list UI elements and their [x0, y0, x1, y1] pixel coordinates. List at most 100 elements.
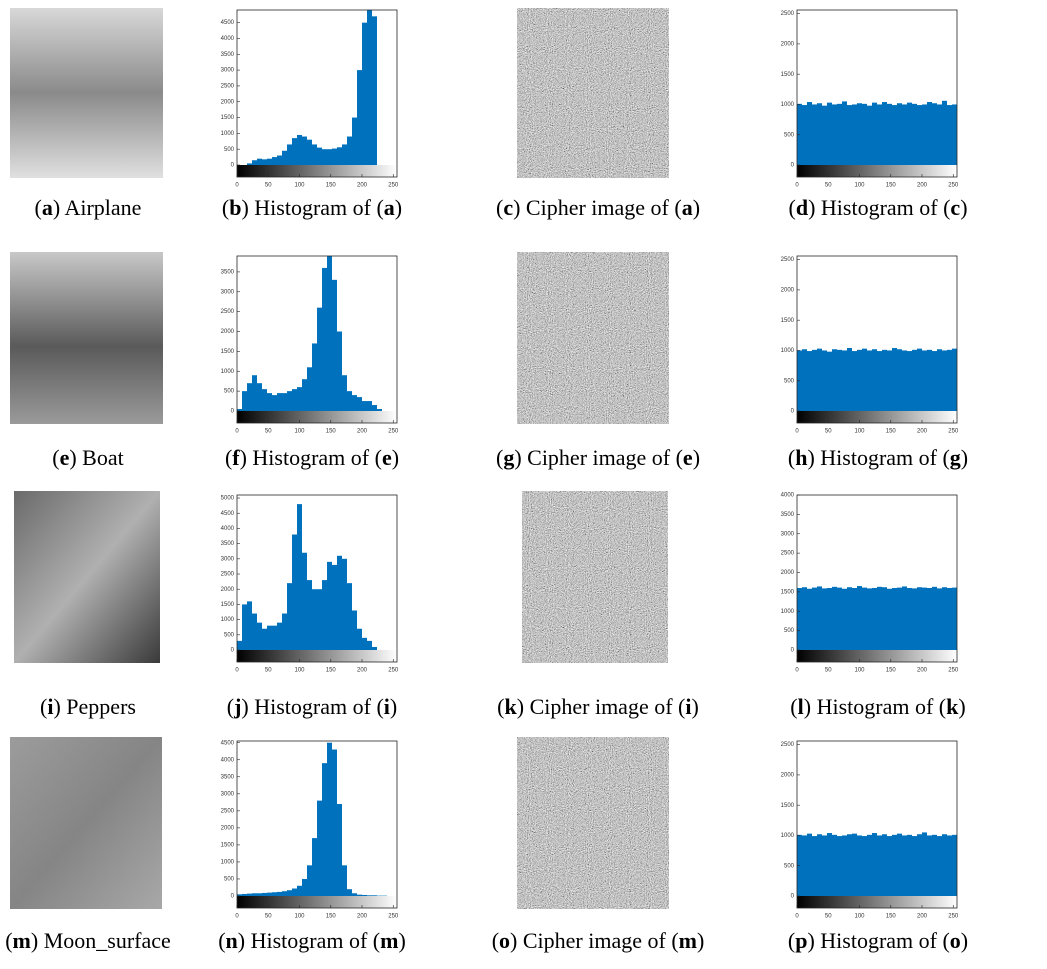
bar	[357, 70, 362, 165]
bar	[922, 587, 927, 650]
caption-part: ) Peppers	[53, 694, 135, 719]
caption-part: k	[946, 694, 959, 719]
histogram: 0 500 1000 1500 2000 2500 0 50 100 150 200 250	[781, 255, 959, 435]
y-tick-label: 0	[231, 894, 235, 900]
bar	[257, 158, 262, 165]
caption-part: h	[795, 445, 807, 470]
bar	[372, 895, 377, 896]
bar	[912, 836, 917, 896]
caption-part: k	[505, 694, 518, 719]
x-tick-label: 200	[357, 429, 368, 435]
x-tick-label: 0	[235, 183, 239, 189]
bar	[932, 351, 937, 411]
bar	[297, 387, 302, 411]
bar	[367, 895, 372, 896]
y-tick-label: 500	[784, 132, 795, 138]
caption-part: m	[380, 928, 398, 953]
bar	[282, 150, 287, 165]
bar	[902, 350, 907, 411]
bar	[262, 159, 267, 165]
caption-part: (	[492, 928, 499, 953]
axes-box	[796, 494, 958, 663]
axes-box	[236, 255, 398, 424]
bar	[857, 349, 862, 411]
bar	[882, 349, 887, 411]
x-tick-label: 250	[388, 183, 399, 189]
y-tick-label: 1500	[221, 349, 235, 355]
caption-part: i	[384, 694, 390, 719]
bar	[852, 833, 857, 896]
x-tick-label: 0	[795, 668, 799, 674]
cipher-image	[517, 737, 669, 909]
x-tick-label: 200	[357, 914, 368, 920]
caption: (c) Cipher image of (a)	[496, 195, 700, 220]
bar	[367, 401, 372, 411]
bar	[347, 136, 352, 165]
caption-part: ) Cipher image of (	[517, 694, 686, 719]
y-tick-label: 4000	[781, 493, 795, 499]
caption-part: ) Histogram of (	[241, 195, 383, 220]
bar	[867, 834, 872, 896]
bar	[812, 836, 817, 896]
caption: (d) Histogram of (c)	[788, 195, 967, 220]
x-tick-label: 250	[948, 914, 959, 920]
caption: (o) Cipher image of (m)	[492, 928, 705, 953]
histogram: 0 500 1000 1500 2000 2500 3000 3500 4000 4500 0 50 1…	[221, 9, 399, 189]
bar	[952, 348, 957, 411]
caption-part: i	[685, 694, 691, 719]
caption-part: )	[693, 445, 700, 470]
y-tick-label: 500	[224, 147, 235, 153]
caption-part: (	[496, 445, 503, 470]
colorbar	[797, 650, 957, 662]
bar	[862, 348, 867, 411]
bar	[802, 349, 807, 411]
bar	[357, 628, 362, 650]
y-tick-label: 3000	[221, 289, 235, 295]
cipher-image	[522, 491, 668, 663]
bar	[932, 834, 937, 896]
bar	[332, 749, 337, 896]
histogram: 0 500 1000 1500 2000 2500 0 50 100 150 200 250	[781, 9, 959, 189]
bar	[262, 892, 267, 896]
bar	[952, 834, 957, 896]
x-tick-label: 100	[854, 914, 865, 920]
caption-part: m	[13, 928, 31, 953]
caption-part: )	[960, 195, 967, 220]
bar	[902, 835, 907, 896]
y-tick-label: 3500	[221, 774, 235, 780]
bar	[842, 588, 847, 650]
bar	[362, 637, 367, 650]
x-tick-label: 100	[294, 668, 305, 674]
bar	[817, 103, 822, 165]
x-tick-label: 200	[357, 183, 368, 189]
bar	[892, 588, 897, 650]
bar	[817, 586, 822, 650]
y-tick-label: 0	[791, 409, 795, 415]
bar	[347, 583, 352, 650]
bar	[292, 138, 297, 165]
x-tick-label: 150	[326, 914, 337, 920]
bar	[807, 588, 812, 650]
x-tick-label: 200	[917, 429, 928, 435]
histogram: 0 500 1000 1500 2000 2500 3000 3500 4000 4500 0 50 1…	[221, 740, 399, 919]
bar	[922, 104, 927, 165]
x-tick-label: 150	[886, 668, 897, 674]
cipher-image	[517, 8, 669, 178]
bar	[942, 587, 947, 650]
bar	[837, 103, 842, 165]
bar	[812, 349, 817, 411]
caption: (a) Airplane	[35, 195, 142, 220]
x-tick-label: 100	[854, 429, 865, 435]
y-tick-label: 2500	[221, 83, 235, 89]
caption-part: (	[790, 694, 797, 719]
histogram: 0 500 1000 1500 2000 2500 3000 3500 0 50 100 150 200…	[221, 255, 399, 435]
bar	[917, 105, 922, 165]
x-tick-label: 100	[294, 914, 305, 920]
caption-part: (	[225, 445, 232, 470]
bar	[307, 865, 312, 896]
bar	[847, 348, 852, 411]
bar	[827, 351, 832, 411]
x-tick-label: 150	[886, 914, 897, 920]
caption-part: o	[950, 928, 961, 953]
